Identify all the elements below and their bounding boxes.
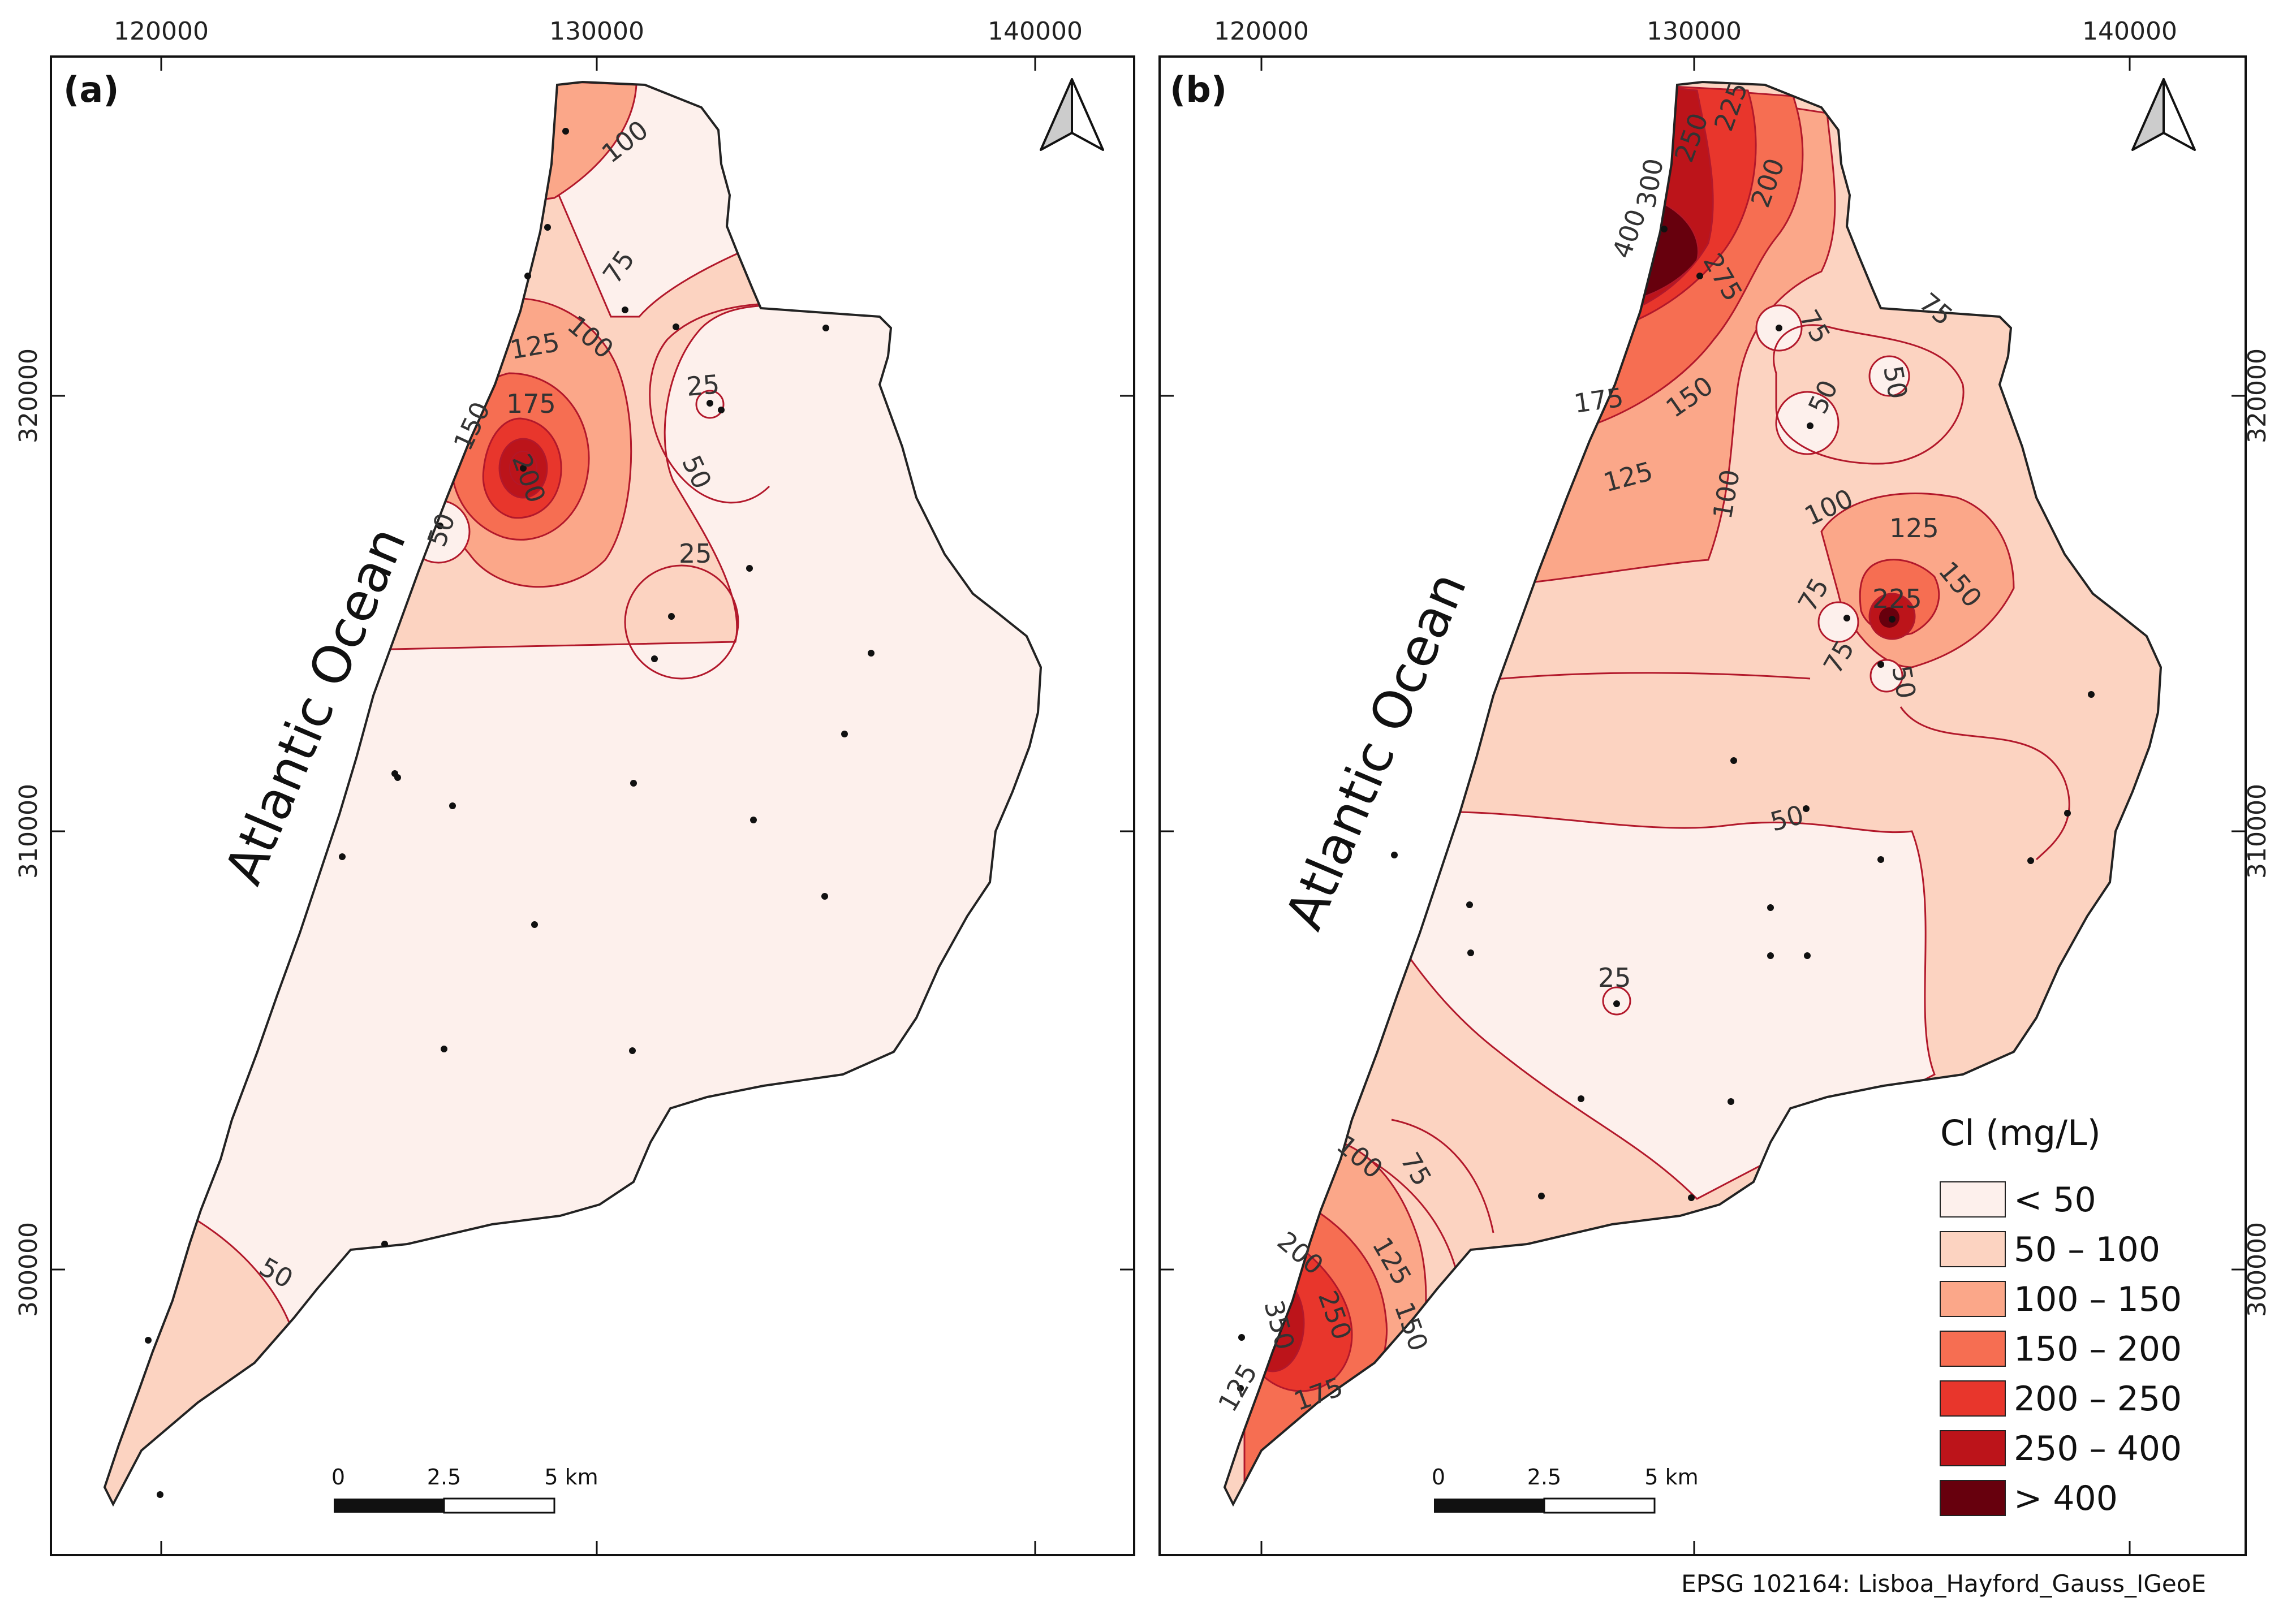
panel-a-coastline bbox=[103, 80, 1043, 1507]
legend-label: 250 – 400 bbox=[2014, 1429, 2182, 1469]
contour-label: 125 bbox=[1889, 513, 1939, 543]
legend-title: Cl (mg/L) bbox=[1940, 1112, 2101, 1154]
scale-label: 5 km bbox=[1644, 1465, 1698, 1490]
zone-lt50 bbox=[1368, 811, 1936, 1200]
panel-a-scale-bar: 0 2.5 5 km bbox=[331, 1465, 598, 1514]
legend-swatch bbox=[1940, 1430, 2006, 1466]
legend-entry: 200 – 250 bbox=[1940, 1379, 2182, 1419]
legend-label: > 400 bbox=[2014, 1479, 2118, 1518]
legend-swatch bbox=[1940, 1181, 2006, 1218]
legend-label: 200 – 250 bbox=[2014, 1379, 2182, 1419]
panel-a-y-ticks: 320000 310000 300000 bbox=[14, 348, 1134, 1317]
contour-label: 50 bbox=[1877, 364, 1913, 401]
panel-label: (b) bbox=[1170, 69, 1227, 110]
panel-b-y-ticks: 320000 310000 300000 bbox=[1160, 348, 2272, 1317]
contour-label: 25 bbox=[685, 369, 721, 402]
contour-label: 50 bbox=[1886, 663, 1922, 701]
panel-b-x-ticks: 120000 130000 140000 bbox=[1214, 17, 2177, 1555]
legend-entry: > 400 bbox=[1940, 1479, 2118, 1518]
y-tick-label: 320000 bbox=[14, 348, 43, 443]
legend-swatch bbox=[1940, 1281, 2006, 1317]
contour-label: 25 bbox=[1598, 962, 1631, 993]
panel-a-sample-points bbox=[145, 128, 875, 1498]
x-tick-label: 130000 bbox=[1647, 17, 1742, 46]
legend-entry: < 50 bbox=[1940, 1180, 2096, 1220]
legend: Cl (mg/L) < 50 50 – 100 100 – 150 150 – … bbox=[1940, 1112, 2182, 1518]
legend-entry: 100 – 150 bbox=[1940, 1280, 2182, 1319]
contour-label: 25 bbox=[679, 538, 712, 569]
scale-label: 5 km bbox=[544, 1465, 598, 1490]
mid-contour bbox=[1773, 324, 1965, 465]
low-circle bbox=[1868, 355, 1910, 397]
low-circle bbox=[1817, 601, 1859, 643]
scale-label: 2.5 bbox=[1527, 1465, 1561, 1490]
panel-b-sample-points bbox=[1237, 226, 2095, 1392]
legend-swatch bbox=[1940, 1231, 2006, 1267]
y-tick-label: 300000 bbox=[14, 1222, 43, 1317]
contour-label: 225 bbox=[1872, 584, 1922, 614]
y-tick-label: 310000 bbox=[14, 784, 43, 879]
north-arrow-icon bbox=[2131, 78, 2196, 151]
legend-entry: 150 – 200 bbox=[1940, 1329, 2182, 1369]
panel-b-coastline bbox=[1223, 80, 2163, 1507]
legend-entry: 250 – 400 bbox=[1940, 1429, 2182, 1469]
y-tick-label: 320000 bbox=[2243, 348, 2272, 443]
x-tick-label: 120000 bbox=[114, 17, 209, 46]
legend-swatch bbox=[1940, 1331, 2006, 1367]
y-tick-label: 300000 bbox=[2243, 1222, 2272, 1317]
low-circle bbox=[1869, 659, 1903, 693]
panel-a: 120000 130000 140000 320000 310000 30000… bbox=[14, 17, 1135, 1556]
north-arrow-icon bbox=[1040, 78, 1104, 151]
legend-swatch bbox=[1940, 1480, 2006, 1516]
contour-label: 175 bbox=[1572, 382, 1625, 419]
legend-swatch bbox=[1940, 1380, 2006, 1417]
legend-entry: 50 – 100 bbox=[1940, 1230, 2160, 1270]
crs-note: EPSG 102164: Lisboa_Hayford_Gauss_IGeoE bbox=[1681, 1570, 2206, 1598]
panel-b: 120000 130000 140000 320000 310000 30000… bbox=[1158, 17, 2272, 1556]
x-tick-label: 120000 bbox=[1214, 17, 1309, 46]
legend-label: 50 – 100 bbox=[2014, 1230, 2160, 1270]
legend-label: < 50 bbox=[2014, 1180, 2096, 1220]
panel-a-x-ticks: 120000 130000 140000 bbox=[114, 17, 1083, 1555]
scale-label: 0 bbox=[1432, 1465, 1445, 1490]
x-tick-label: 140000 bbox=[988, 17, 1083, 46]
scale-label: 2.5 bbox=[427, 1465, 461, 1490]
scale-label: 0 bbox=[331, 1465, 345, 1490]
legend-label: 100 – 150 bbox=[2014, 1280, 2182, 1319]
x-tick-label: 140000 bbox=[2082, 17, 2177, 46]
x-tick-label: 130000 bbox=[549, 17, 644, 46]
contour-label: 175 bbox=[506, 388, 556, 419]
y-tick-label: 310000 bbox=[2243, 784, 2272, 879]
panel-b-scale-bar: 0 2.5 5 km bbox=[1432, 1465, 1699, 1514]
panel-label: (a) bbox=[63, 69, 119, 110]
low-circle bbox=[624, 564, 739, 680]
legend-label: 150 – 200 bbox=[2014, 1329, 2182, 1369]
